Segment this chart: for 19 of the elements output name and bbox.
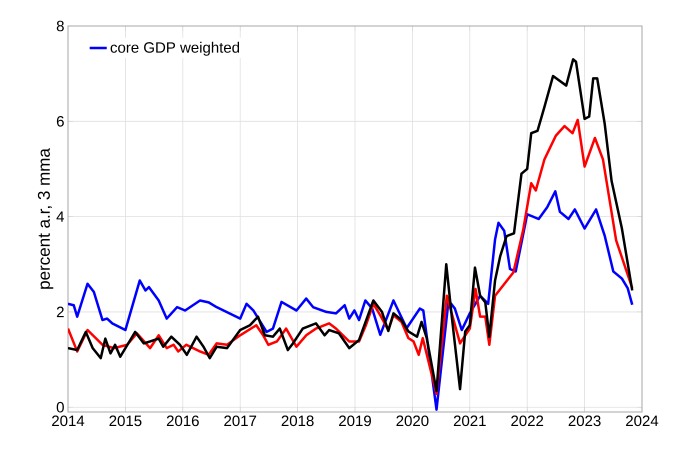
y-tick-label: 6 — [56, 116, 64, 127]
y-tick-label: 0 — [56, 402, 64, 413]
x-tick-label: 2016 — [166, 416, 199, 426]
y-tick-label: 2 — [56, 306, 64, 318]
x-tick-label: 2020 — [396, 416, 428, 426]
x-tick-label: 2024 — [626, 416, 658, 426]
x-tick-label: 2014 — [52, 416, 84, 426]
x-tick-label: 2018 — [282, 416, 314, 426]
legend-label: core GDP weighted — [110, 42, 240, 56]
x-tick-label: 2022 — [511, 416, 544, 426]
x-tick-label: 2015 — [109, 416, 142, 426]
x-tick-label: 2019 — [339, 416, 371, 426]
line-series — [68, 58, 634, 392]
x-tick-label: 2017 — [224, 416, 256, 426]
x-tick-label: 2023 — [568, 416, 601, 426]
y-tick-label: 8 — [56, 20, 64, 32]
y-tick-label: 4 — [56, 211, 64, 222]
x-tick-label: 2021 — [454, 416, 486, 426]
y-axis-title: percent a.r, 3 mma — [38, 148, 54, 289]
